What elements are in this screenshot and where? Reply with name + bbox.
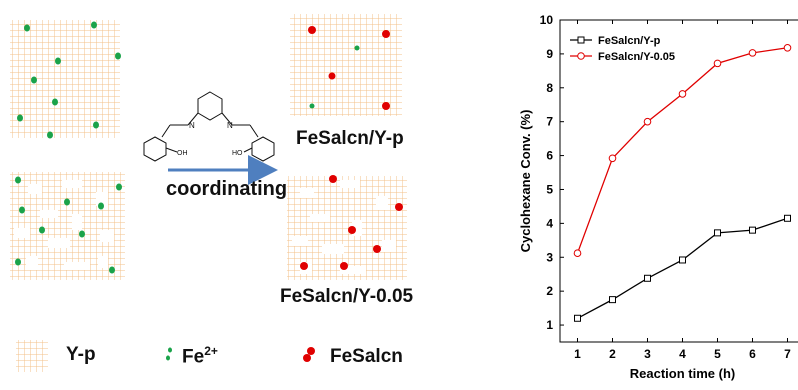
arrow-label: coordinating xyxy=(166,178,288,200)
molecule-ho-label: HO xyxy=(232,150,243,157)
data-point xyxy=(573,249,582,257)
legend-yp-swatch xyxy=(16,340,48,372)
fesalcn-complexes xyxy=(308,26,390,110)
series-line-fesalcn-y005 xyxy=(576,47,788,254)
data-point xyxy=(713,59,722,68)
legend-fesalcn-swatch xyxy=(303,347,315,362)
legend-marker xyxy=(577,52,585,60)
x-tick-label: 6 xyxy=(749,347,756,361)
molecule-n-left: N xyxy=(189,121,195,130)
y-tick-label: 3 xyxy=(546,250,553,264)
fesalcn-complexes xyxy=(300,175,403,270)
y-tick-label: 6 xyxy=(546,149,553,163)
x-tick-label: 3 xyxy=(644,347,651,361)
product-label-yp: FeSalcn/Y-p xyxy=(296,128,404,149)
fe-ions xyxy=(17,21,121,139)
conversion-chart: 1 2 3 4 5 6 7 8 9 10 1 2 3 4 5 6 7 Reaction time (h) Cyclo… xyxy=(518,13,798,381)
molecule-oh-label: OH xyxy=(177,150,188,157)
y-tick-label: 8 xyxy=(546,81,553,95)
y-tick-label: 10 xyxy=(540,13,554,27)
y-tick-label: 5 xyxy=(546,182,553,196)
legend-label: FeSalcn/Y-0.05 xyxy=(598,51,675,63)
legend-fe-label: Fe2+ xyxy=(182,344,218,368)
data-point xyxy=(574,314,581,322)
zeolite-yp-fesalcn-panel xyxy=(290,14,402,116)
zeolite-yp-fe-panel xyxy=(10,20,121,139)
data-point xyxy=(608,154,617,163)
data-point xyxy=(783,43,792,52)
synthesis-diagram: N N OH HO xyxy=(10,14,407,372)
x-tick-label: 4 xyxy=(679,347,686,361)
zeolite-y005-fesalcn-panel xyxy=(287,175,407,280)
y-axis-label: Cyclohexane Conv. (%) xyxy=(518,110,533,253)
data-point xyxy=(644,274,651,282)
plot-frame xyxy=(559,19,798,343)
legend-fe-swatch xyxy=(166,347,172,361)
legend-fesalcn-label: FeSalcn xyxy=(330,346,403,367)
fe-ions xyxy=(15,176,122,274)
legend-label: FeSalcn/Y-p xyxy=(598,35,661,47)
data-point xyxy=(714,229,721,237)
data-point xyxy=(643,117,652,126)
x-tick-label: 1 xyxy=(574,347,581,361)
y-tick-label: 7 xyxy=(546,115,553,129)
y-tick-label: 4 xyxy=(546,216,553,230)
y-tick-label: 2 xyxy=(546,284,553,298)
legend-yp-label: Y-p xyxy=(66,344,96,365)
x-axis-label: Reaction time (h) xyxy=(630,366,735,381)
data-point xyxy=(749,226,756,234)
salcn-ligand-structure xyxy=(143,91,275,162)
legend-fe-charge: 2+ xyxy=(204,344,218,358)
data-point xyxy=(678,90,687,98)
data-point xyxy=(609,296,616,304)
x-tick-label: 2 xyxy=(609,347,616,361)
molecule-n-right: N xyxy=(227,121,233,130)
legend-marker xyxy=(577,36,585,44)
zeolite-y005-fe-panel xyxy=(10,172,125,280)
x-tick-label: 5 xyxy=(714,347,721,361)
data-point xyxy=(679,256,686,264)
y-tick-label: 9 xyxy=(546,47,553,61)
data-point xyxy=(784,214,791,222)
y-tick-label: 1 xyxy=(546,318,553,332)
product-label-y005: FeSalcn/Y-0.05 xyxy=(280,286,414,307)
data-point xyxy=(748,49,757,57)
x-tick-label: 7 xyxy=(784,347,791,361)
